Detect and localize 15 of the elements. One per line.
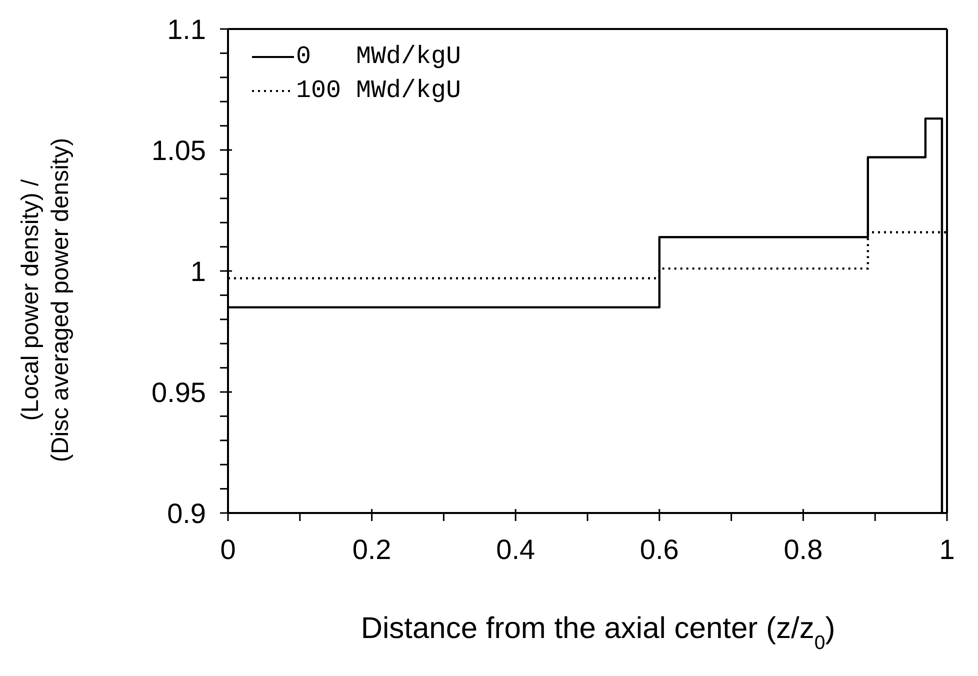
y-axis-title: (Local power density) / (Disc averaged power density) bbox=[17, 138, 74, 462]
legend-label: 0 MWd/kgU bbox=[296, 41, 462, 73]
x-tick-label: 0.8 bbox=[784, 534, 823, 565]
x-tick-label: 0.4 bbox=[496, 534, 536, 565]
x-tick-label: 0.2 bbox=[352, 534, 392, 565]
x-tick-label: 0.6 bbox=[640, 534, 679, 565]
y-tick-label: 1 bbox=[190, 256, 206, 287]
legend-label: 100 MWd/kgU bbox=[296, 75, 462, 107]
x-axis-title: Distance from the axial center (z/z$_{0}$) bbox=[360, 612, 836, 654]
x-tick-label: 1 bbox=[939, 534, 955, 565]
y-tick-label: 0.95 bbox=[152, 377, 206, 408]
y-tick-label: 0.9 bbox=[167, 498, 206, 529]
x-tick-label: 0 bbox=[220, 534, 236, 565]
y-tick-label: 1.05 bbox=[152, 135, 206, 166]
y-tick-label: 1.1 bbox=[167, 14, 206, 45]
